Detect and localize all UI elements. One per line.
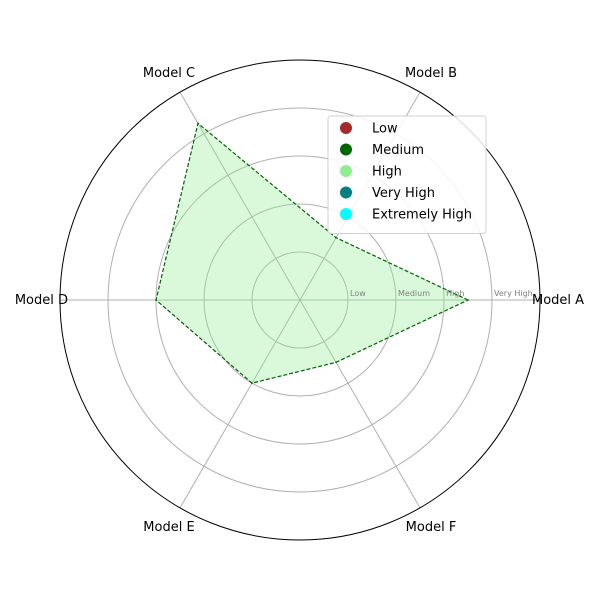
legend-label-medium: Medium (372, 143, 424, 158)
legend-marker-high (340, 165, 352, 177)
legend-box (327, 115, 487, 234)
category-label-model-f: Model F (406, 520, 457, 535)
legend-marker-medium (340, 143, 352, 156)
category-label-model-e: Model E (143, 520, 194, 535)
data-point-model-a (467, 299, 469, 301)
spoke-6 (299, 299, 421, 509)
data-point-model-c (197, 122, 199, 125)
category-label-model-a: Model A (532, 293, 584, 308)
spoke-5 (179, 299, 301, 509)
tick-label-low: Low (350, 289, 366, 298)
category-label-model-b: Model B (405, 66, 457, 81)
legend-label-very-high: Very High (372, 186, 435, 201)
legend-marker-extremely-high (340, 208, 352, 220)
legend-marker-very-high (340, 186, 352, 199)
grid-layer (60, 91, 540, 509)
category-label-model-c: Model C (143, 66, 195, 81)
legend-label-high: High (372, 165, 402, 180)
tick-labels: Low Medium High Very High (350, 289, 533, 298)
series-layer (155, 122, 470, 384)
series-area-1 (156, 123, 468, 384)
data-point-model-d (155, 299, 157, 301)
legend-label-low: Low (372, 122, 398, 137)
outer-frame (59, 59, 541, 541)
category-labels: Model A Model B Model C Model D Model E Model… (15, 66, 584, 535)
legend-marker-low (340, 122, 352, 134)
data-point-model-f (335, 361, 337, 364)
data-point-model-e (251, 382, 253, 384)
tick-label-high: High (446, 289, 464, 298)
legend-label-extremely-high: Extremely High (372, 208, 472, 223)
legend: Low Medium High Very High Extremely High (327, 115, 487, 234)
tick-label-medium: Medium (398, 289, 430, 298)
category-label-model-d: Model D (15, 293, 68, 308)
frame-layer (59, 59, 541, 541)
data-point-model-b (335, 236, 337, 239)
tick-label-very-high: Very High (494, 289, 533, 298)
spoke-3 (179, 91, 301, 301)
